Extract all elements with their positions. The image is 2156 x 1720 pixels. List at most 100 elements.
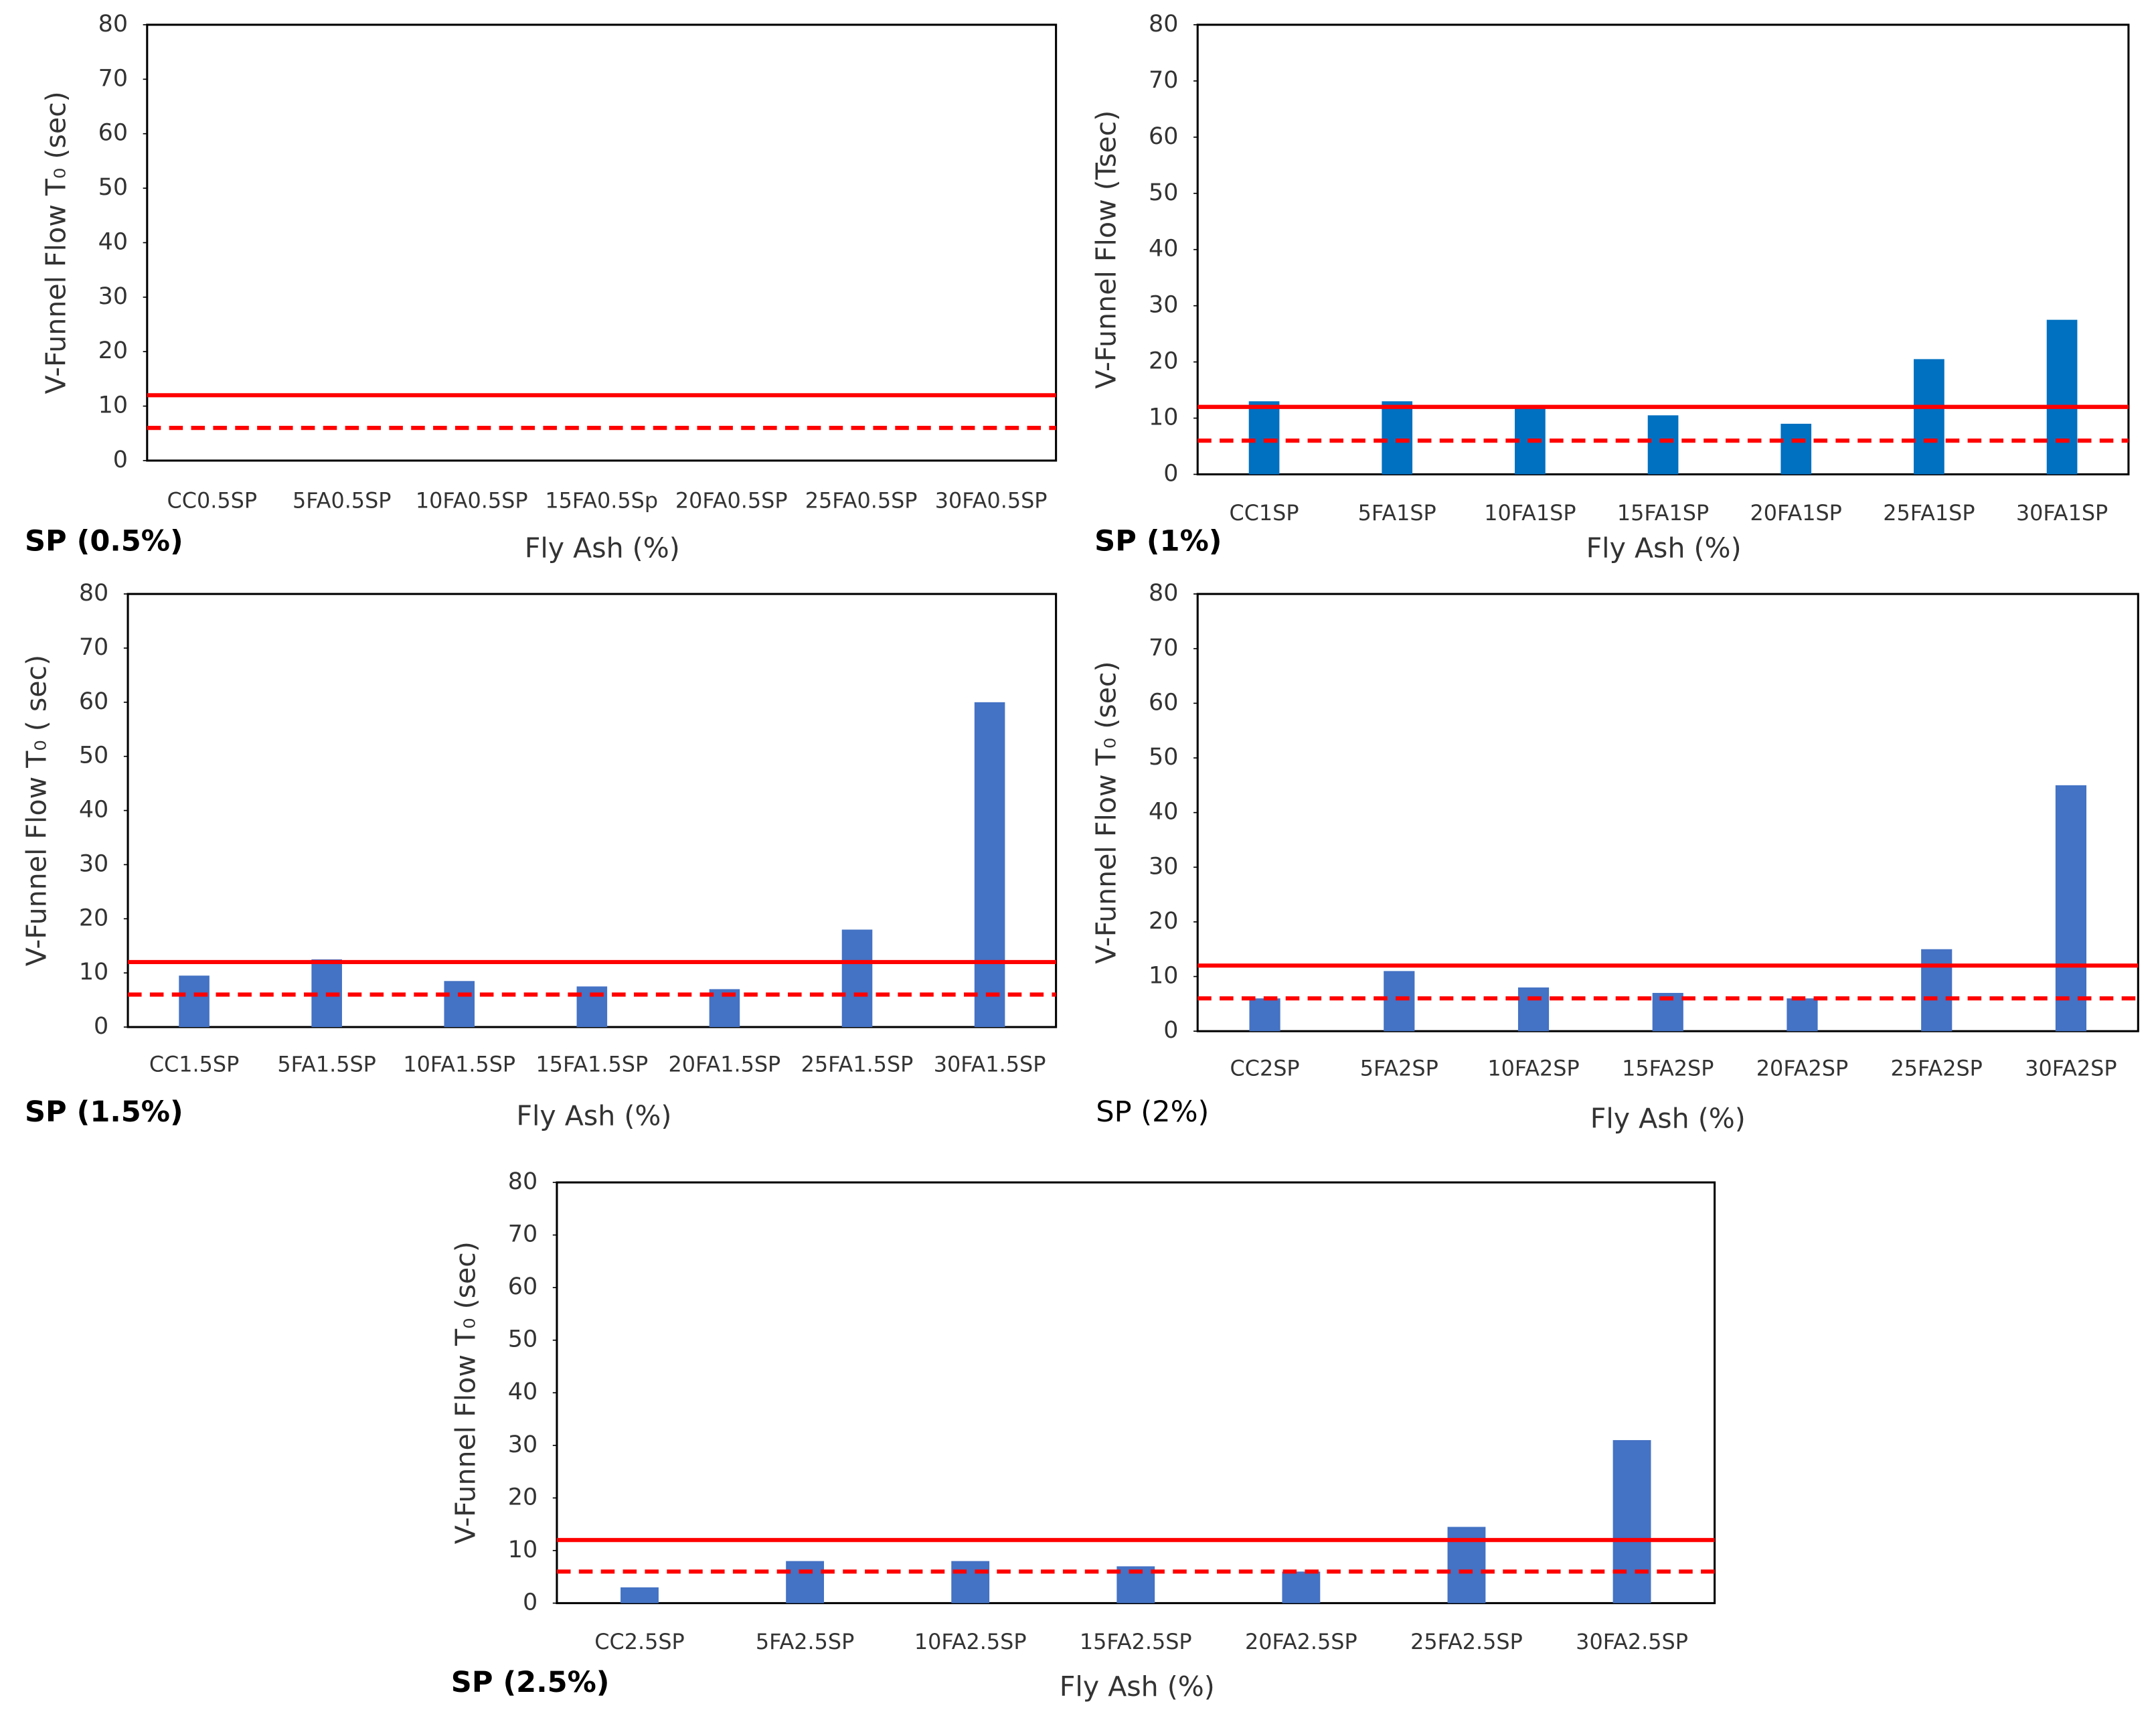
bar	[1914, 359, 1944, 475]
x-tick-label: 20FA2.5SP	[1245, 1629, 1357, 1654]
x-tick-label: 5FA1SP	[1358, 500, 1436, 526]
bar	[786, 1561, 825, 1604]
bar	[1647, 415, 1679, 475]
y-tick-label: 20	[79, 905, 108, 931]
y-tick-label: 20	[98, 337, 128, 364]
y-tick-label: 80	[79, 580, 108, 607]
x-tick-label: 25FA2.5SP	[1410, 1629, 1523, 1654]
bar	[841, 929, 873, 1028]
y-axis-label: V-Funnel Flow T₀ (sec)	[39, 91, 72, 394]
bar	[179, 975, 210, 1028]
x-tick-label: 5FA2SP	[1360, 1056, 1438, 1081]
y-axis-label: V-Funnel Flow T₀ (sec)	[1090, 661, 1123, 964]
y-tick-label: 60	[1149, 689, 1178, 716]
bar	[2046, 319, 2078, 475]
x-tick-label: 15FA0.5Sp	[545, 488, 658, 514]
y-tick-label: 20	[1149, 908, 1178, 935]
y-tick-label: 50	[508, 1326, 537, 1353]
x-tick-label: 25FA0.5SP	[805, 488, 918, 514]
y-tick-label: 0	[113, 447, 128, 473]
x-tick-label: 10FA1SP	[1484, 500, 1576, 526]
y-tick-label: 0	[1163, 1017, 1178, 1044]
x-tick-label: 10FA2.5SP	[914, 1629, 1027, 1654]
x-tick-label: 30FA1.5SP	[934, 1052, 1046, 1077]
bar	[951, 1561, 990, 1604]
bar	[1921, 949, 1953, 1032]
y-tick-label: 80	[508, 1168, 537, 1195]
y-axis-label: V-Funnel Flow T₀ ( sec)	[21, 655, 53, 966]
panel-title: SP (0.5%)	[25, 525, 183, 558]
x-tick-label: 10FA2SP	[1487, 1056, 1579, 1081]
y-tick-label: 40	[1149, 236, 1178, 262]
y-tick-label: 50	[98, 174, 128, 201]
y-tick-label: 10	[508, 1537, 537, 1563]
y-tick-label: 10	[98, 392, 128, 419]
y-tick-label: 40	[79, 797, 108, 824]
y-tick-label: 60	[98, 120, 128, 147]
x-axis-label: Fly Ash (%)	[1590, 1103, 1746, 1135]
bar	[620, 1587, 659, 1604]
bar	[1382, 401, 1413, 475]
x-tick-label: 15FA1SP	[1617, 500, 1709, 526]
x-tick-label: 15FA1.5SP	[535, 1052, 648, 1077]
y-tick-label: 20	[1149, 348, 1178, 375]
y-axis-label: V-Funnel Flow (Tsec)	[1090, 110, 1123, 389]
y-tick-label: 70	[1149, 67, 1178, 94]
y-tick-label: 10	[79, 959, 108, 986]
y-tick-label: 80	[1149, 11, 1178, 37]
x-tick-label: 20FA1.5SP	[669, 1052, 781, 1077]
x-tick-label: 20FA2SP	[1756, 1056, 1848, 1081]
panel-title: SP (2.5%)	[451, 1666, 610, 1699]
x-tick-label: 25FA1SP	[1883, 500, 1975, 526]
x-tick-label: 10FA0.5SP	[416, 488, 528, 514]
bar	[974, 702, 1005, 1028]
bar	[1248, 401, 1280, 475]
y-tick-label: 20	[508, 1484, 537, 1510]
bar	[1384, 971, 1415, 1032]
y-axis-label: V-Funnel Flow T₀ (sec)	[449, 1241, 481, 1544]
x-tick-label: CC1SP	[1229, 500, 1299, 526]
x-tick-label: 15FA2SP	[1622, 1056, 1714, 1081]
y-tick-label: 50	[79, 742, 108, 769]
panel-title: SP (1.5%)	[25, 1095, 183, 1129]
y-tick-label: 60	[508, 1273, 537, 1300]
x-tick-label: 30FA2.5SP	[1576, 1629, 1688, 1654]
bar	[2055, 785, 2087, 1032]
x-tick-label: CC1.5SP	[149, 1052, 239, 1077]
y-tick-label: 70	[1149, 635, 1178, 661]
bar	[1780, 423, 1812, 475]
y-tick-label: 0	[523, 1589, 537, 1616]
bar	[1249, 998, 1280, 1032]
x-tick-label: CC2.5SP	[594, 1629, 684, 1654]
y-tick-label: 40	[1149, 799, 1178, 826]
y-tick-label: 30	[1149, 853, 1178, 880]
y-tick-label: 30	[1149, 292, 1178, 319]
x-tick-label: 20FA0.5SP	[675, 488, 788, 514]
x-axis-label: Fly Ash (%)	[525, 532, 680, 564]
y-tick-label: 50	[1149, 179, 1178, 206]
y-tick-label: 0	[94, 1013, 108, 1040]
x-axis-label: Fly Ash (%)	[1060, 1670, 1215, 1703]
y-tick-label: 10	[1149, 963, 1178, 990]
x-tick-label: 20FA1SP	[1750, 500, 1842, 526]
y-tick-label: 60	[79, 688, 108, 715]
y-tick-label: 80	[98, 11, 128, 37]
x-axis-label: Fly Ash (%)	[1586, 532, 1742, 564]
y-tick-label: 60	[1149, 123, 1178, 150]
y-tick-label: 30	[508, 1431, 537, 1458]
y-tick-label: 30	[98, 283, 128, 310]
bar	[1517, 987, 1550, 1032]
x-tick-label: 30FA2SP	[2025, 1056, 2117, 1081]
y-tick-label: 30	[79, 850, 108, 877]
x-tick-label: 25FA1.5SP	[801, 1052, 914, 1077]
panel-title: SP (1%)	[1094, 525, 1222, 558]
x-tick-label: CC0.5SP	[167, 488, 257, 514]
y-tick-label: 70	[79, 634, 108, 661]
x-tick-label: 5FA1.5SP	[277, 1052, 376, 1077]
x-tick-label: CC2SP	[1230, 1056, 1300, 1081]
x-tick-label: 30FA0.5SP	[935, 488, 1048, 514]
y-tick-label: 40	[98, 228, 128, 255]
y-tick-label: 50	[1149, 744, 1178, 771]
